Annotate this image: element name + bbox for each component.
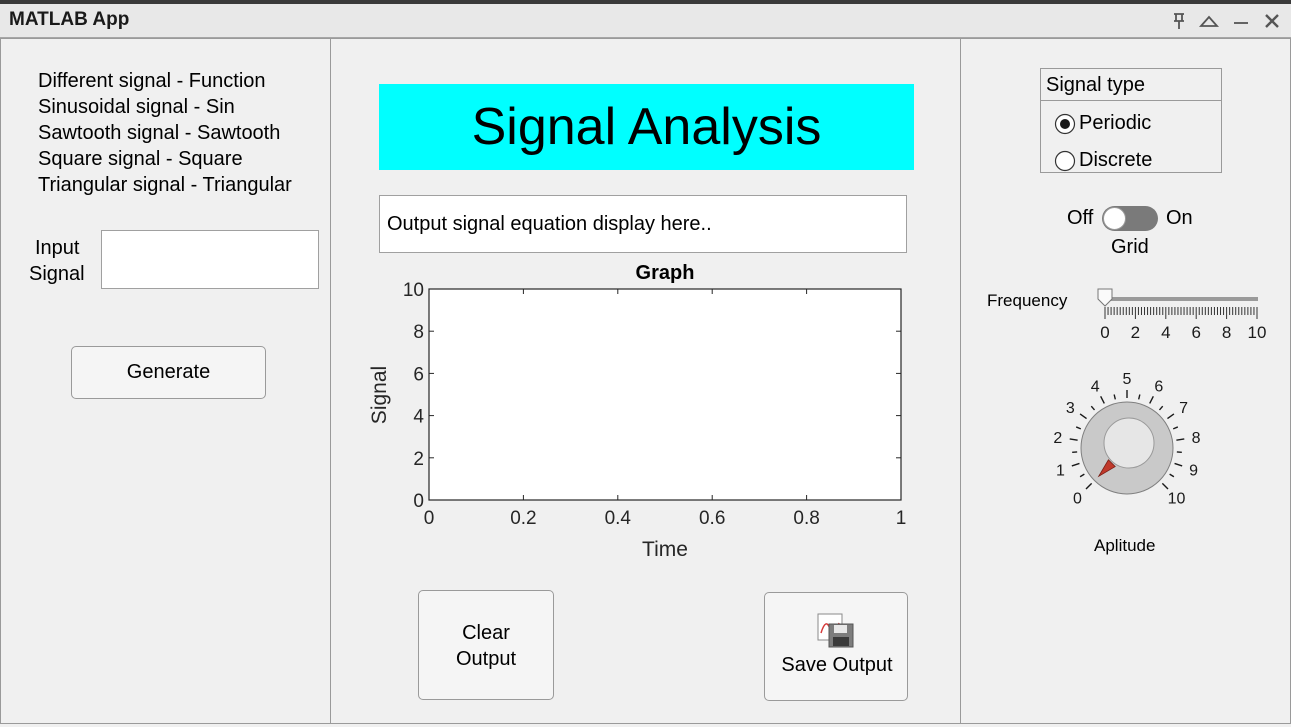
signal-type-group: Signal type Periodic Discrete xyxy=(1040,68,1222,173)
frequency-slider[interactable]: 0 2 4 6 8 10 xyxy=(1091,284,1281,349)
x-tick-label: 0.6 xyxy=(699,508,725,529)
grid-switch-label: Grid xyxy=(1111,236,1149,258)
chart-title: Graph xyxy=(636,262,695,284)
y-axis-label: Signal xyxy=(368,366,391,424)
slider-tick-label: 8 xyxy=(1222,323,1231,342)
y-tick-label: 10 xyxy=(403,280,424,301)
radio-discrete-label: Discrete xyxy=(1079,149,1153,171)
left-panel: Different signal - Function Sinusoidal si… xyxy=(0,38,331,724)
grid-toggle-switch[interactable] xyxy=(1102,206,1158,231)
knob-tick xyxy=(1113,394,1117,400)
slider-thumb[interactable] xyxy=(1097,288,1113,307)
legend-line: Square signal - Square xyxy=(38,148,243,170)
knob-tick-label: 4 xyxy=(1091,379,1100,396)
knob-tick-label: 3 xyxy=(1066,400,1075,417)
knob-tick xyxy=(1174,462,1183,467)
knob-tick xyxy=(1085,482,1093,490)
slider-tick-label: 2 xyxy=(1131,323,1140,342)
slider-tick-label: 6 xyxy=(1191,323,1200,342)
amplitude-knob[interactable]: 01 234 5 678 910 xyxy=(1041,361,1211,521)
knob-tick xyxy=(1172,426,1179,430)
equation-display: Output signal equation display here.. xyxy=(379,195,907,253)
knob-tick-label: 5 xyxy=(1123,371,1132,388)
toggle-knob xyxy=(1103,207,1126,230)
knob-tick xyxy=(1090,405,1096,411)
x-axis-label: Time xyxy=(642,538,688,561)
slider-tick-label: 10 xyxy=(1248,323,1267,342)
knob-tick-label: 6 xyxy=(1154,379,1163,396)
legend-line: Sinusoidal signal - Sin xyxy=(38,96,235,118)
knob-tick xyxy=(1158,405,1164,411)
grid-on-label: On xyxy=(1166,207,1193,229)
y-tick-label: 0 xyxy=(413,491,424,512)
knob-pointer xyxy=(1097,459,1116,478)
center-panel: Signal Analysis Output signal equation d… xyxy=(330,38,961,724)
legend-line: Different signal - Function xyxy=(38,70,266,92)
knob-tick-label: 9 xyxy=(1189,463,1198,480)
knob-tick xyxy=(1137,394,1141,400)
knob-tick xyxy=(1169,473,1175,478)
knob-tick xyxy=(1176,438,1185,441)
save-output-label: Save Output xyxy=(781,654,893,676)
x-tick-label: 0 xyxy=(424,508,435,529)
clear-output-button[interactable]: Clear Output xyxy=(418,590,554,700)
knob-tick-label: 8 xyxy=(1192,430,1201,447)
radio-periodic-indicator xyxy=(1054,113,1076,135)
clear-output-label-line2: Output xyxy=(455,648,517,670)
slider-tick-label: 4 xyxy=(1161,323,1170,342)
signal-type-title: Signal type xyxy=(1046,74,1145,96)
collapse-icon[interactable] xyxy=(1198,10,1220,32)
frequency-label: Frequency xyxy=(987,291,1068,310)
y-tick-label: 4 xyxy=(413,407,424,428)
signal-type-header: Signal type xyxy=(1041,69,1221,101)
input-signal-label-line1: Input xyxy=(35,237,80,259)
app-title: MATLAB App xyxy=(9,9,130,30)
x-tick-label: 0.4 xyxy=(605,508,632,529)
y-tick-label: 6 xyxy=(413,364,424,385)
knob-tick-label: 10 xyxy=(1168,490,1186,507)
knob-tick xyxy=(1100,396,1105,404)
plot-area xyxy=(428,288,902,501)
y-tick-label: 8 xyxy=(413,322,424,343)
knob-tick-label: 2 xyxy=(1053,430,1062,447)
graph-axes: Graph 0 0.2 0.4 0.6 0.8 1 0 2 4 6 8 10 Time Signal xyxy=(368,262,907,561)
pin-icon[interactable] xyxy=(1168,10,1190,32)
knob-tick xyxy=(1069,438,1078,441)
radio-periodic-label: Periodic xyxy=(1079,112,1152,134)
generate-button[interactable]: Generate xyxy=(71,346,266,399)
knob-tick-label: 7 xyxy=(1179,400,1188,417)
save-icon xyxy=(817,613,854,648)
x-tick-label: 0.8 xyxy=(793,508,819,529)
window-top-border xyxy=(0,0,1291,4)
input-signal-field[interactable] xyxy=(101,230,319,289)
legend-line: Sawtooth signal - Sawtooth xyxy=(38,122,281,144)
close-icon[interactable] xyxy=(1261,10,1283,32)
title-bar: MATLAB App xyxy=(0,4,1291,38)
x-tick-label: 0.2 xyxy=(510,508,536,529)
app-heading: Signal Analysis xyxy=(379,84,914,170)
grid-off-label: Off xyxy=(1067,207,1094,229)
knob-tick xyxy=(1079,413,1087,420)
radio-discrete-indicator xyxy=(1054,150,1076,172)
clear-output-label-line1: Clear xyxy=(462,622,510,644)
knob-tick xyxy=(1075,426,1082,430)
slider-tick-label: 0 xyxy=(1100,323,1109,342)
knob-tick xyxy=(1079,473,1085,478)
legend-line: Triangular signal - Triangular xyxy=(38,174,292,196)
minimize-icon[interactable] xyxy=(1230,10,1252,32)
knob-tick-label: 1 xyxy=(1056,463,1065,480)
input-signal-label-line2: Signal xyxy=(29,263,85,285)
knob-tick xyxy=(1161,482,1169,490)
y-tick-label: 2 xyxy=(413,449,424,470)
knob-tick xyxy=(1149,396,1154,404)
x-tick-label: 1 xyxy=(896,508,907,529)
knob-tick xyxy=(1167,413,1175,420)
knob-tick-label: 0 xyxy=(1073,490,1082,507)
amplitude-label: Aplitude xyxy=(1094,536,1156,555)
right-panel: Signal type Periodic Discrete Off On Gri… xyxy=(960,38,1291,724)
knob-cap xyxy=(1103,417,1155,469)
knob-tick xyxy=(1071,462,1080,467)
save-output-button[interactable]: Save Output xyxy=(764,592,908,701)
slider-track xyxy=(1104,297,1258,301)
